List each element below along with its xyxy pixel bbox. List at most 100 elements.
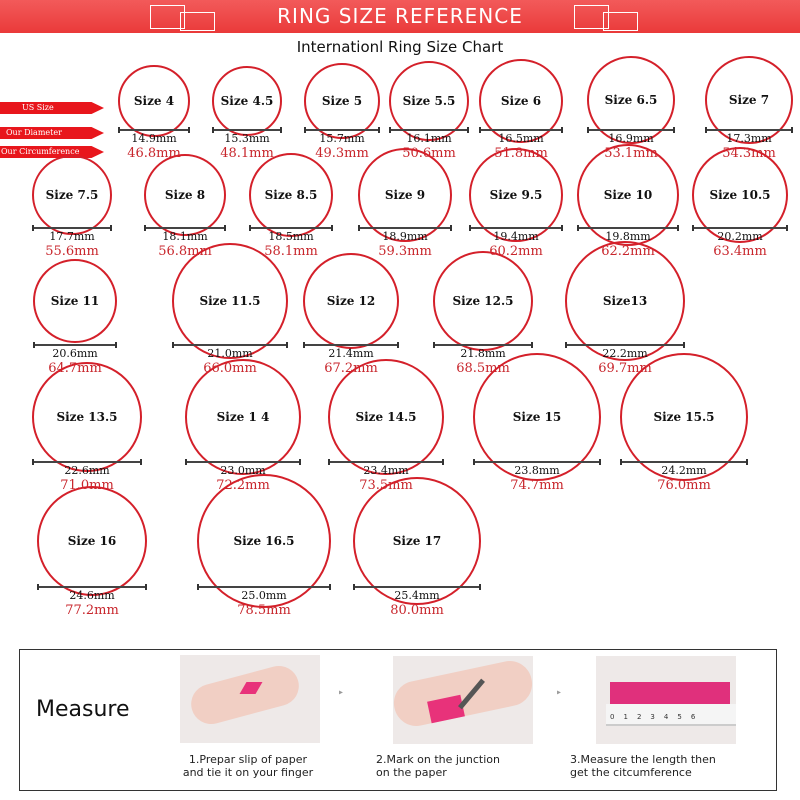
diameter-line xyxy=(620,459,748,465)
ring-size-label: Size 16 xyxy=(67,534,117,548)
ring-circle: Size 16.5 xyxy=(197,474,331,608)
ring-size-label: Size 9.5 xyxy=(489,188,543,202)
ruler-tick-label: 0 xyxy=(610,713,615,721)
circumference-value: 80.0mm xyxy=(390,603,444,618)
ring-size-label: Size 13.5 xyxy=(56,410,118,424)
ring-size-label: Size 8.5 xyxy=(264,188,318,202)
ring-size-label: Size 15.5 xyxy=(653,410,715,424)
ring-circle: Size 12 xyxy=(303,253,399,349)
diameter-value: 23.4mm xyxy=(363,464,409,477)
diameter-value: 16.9mm xyxy=(608,132,654,145)
ring-circle: Size 4 xyxy=(118,65,190,137)
ruler-tick-label: 6 xyxy=(690,713,696,721)
ruler-tick-label: 1 xyxy=(623,713,628,721)
ring-size-label: Size13 xyxy=(602,294,648,308)
ring-circle: Size 5 xyxy=(304,63,380,139)
ring-size-label: Size 1 4 xyxy=(216,410,270,424)
chart-subtitle: Internationl Ring Size Chart xyxy=(296,38,504,56)
ring-size-label: Size 12 xyxy=(326,294,376,308)
arrow-icon: ▸ xyxy=(556,687,563,698)
decor-square xyxy=(574,5,609,29)
step2-caption: 2.Mark on the junction on the paper xyxy=(376,753,500,779)
ring-size-label: Size 10 xyxy=(603,188,653,202)
diameter-value: 21.0mm xyxy=(207,347,253,360)
ring-circle: Size 14.5 xyxy=(328,359,444,475)
ring-circle: Size 5.5 xyxy=(389,61,469,141)
diameter-line xyxy=(587,127,675,133)
ring-size-label: Size 5.5 xyxy=(402,94,456,108)
ring-circle: Size13 xyxy=(565,241,685,361)
circumference-value: 58.1mm xyxy=(264,244,318,259)
diameter-value: 19.8mm xyxy=(605,230,651,243)
ring-circle: Size 4.5 xyxy=(212,66,282,136)
ring-size-label: Size 14.5 xyxy=(355,410,417,424)
diameter-line xyxy=(389,127,469,133)
diameter-value: 24.2mm xyxy=(661,464,707,477)
step1-photo xyxy=(180,655,320,743)
diameter-value: 18.5mm xyxy=(268,230,314,243)
circumference-value: 77.2mm xyxy=(65,603,119,618)
ring-circle: Size 16 xyxy=(37,486,147,596)
ruler-tick-label: 4 xyxy=(663,713,669,721)
ring-circle: Size 15 xyxy=(473,353,601,481)
circumference-value: 74.7mm xyxy=(510,478,564,493)
diameter-value: 14.9mm xyxy=(131,132,177,145)
diameter-line xyxy=(328,459,444,465)
circumference-value: 63.4mm xyxy=(713,244,767,259)
ruler-tick-label: 3 xyxy=(650,713,655,721)
banner-title: RING SIZE REFERENCE xyxy=(277,4,523,28)
diameter-value: 21.4mm xyxy=(328,347,374,360)
decor-square xyxy=(180,12,215,31)
ring-size-label: Size 5 xyxy=(321,94,363,108)
diameter-value: 21.8mm xyxy=(460,347,506,360)
diameter-value: 23.8mm xyxy=(514,464,560,477)
diameter-line xyxy=(32,225,112,231)
diameter-line xyxy=(565,342,685,348)
ring-circle: Size 13.5 xyxy=(32,362,142,472)
diameter-line xyxy=(358,225,452,231)
ring-circle: Size 11.5 xyxy=(172,243,288,359)
diameter-line xyxy=(469,225,563,231)
ring-size-label: Size 6.5 xyxy=(604,93,658,107)
diameter-value: 15.7mm xyxy=(319,132,365,145)
circumference-value: 78.5mm xyxy=(237,603,291,618)
ring-size-label: Size 8 xyxy=(164,188,206,202)
ring-size-label: Size 10.5 xyxy=(709,188,771,202)
ring-size-label: Size 4 xyxy=(133,94,175,108)
diameter-line xyxy=(705,127,793,133)
diameter-line xyxy=(433,342,533,348)
measure-panel xyxy=(19,649,777,791)
diameter-line xyxy=(303,342,399,348)
circumference-value: 59.3mm xyxy=(378,244,432,259)
diameter-value: 20.2mm xyxy=(717,230,763,243)
diameter-line xyxy=(473,459,601,465)
ruler-tick-label: 5 xyxy=(677,713,682,721)
ring-size-label: Size 9 xyxy=(384,188,426,202)
ring-size-label: Size 7.5 xyxy=(45,188,99,202)
circumference-value: 76.0mm xyxy=(657,478,711,493)
ring-size-label: Size 16.5 xyxy=(233,534,295,548)
ring-size-label: Size 11 xyxy=(50,294,100,308)
diameter-value: 18.1mm xyxy=(162,230,208,243)
diameter-line xyxy=(304,127,380,133)
diameter-value: 16.1mm xyxy=(406,132,452,145)
circumference-value: 49.3mm xyxy=(315,146,369,161)
ring-circle: Size 8 xyxy=(144,154,226,236)
legend-us-size: US Size xyxy=(0,102,104,114)
ring-circle: Size 11 xyxy=(33,259,117,343)
ring-size-label: Size 6 xyxy=(500,94,542,108)
circumference-value: 55.6mm xyxy=(45,244,99,259)
ring-circle: Size 1 4 xyxy=(185,359,301,475)
step1-caption: 1.Prepar slip of paper and tie it on your… xyxy=(182,753,314,779)
diameter-line xyxy=(197,584,331,590)
legend-diameter: Our Diameter xyxy=(0,127,104,139)
diameter-value: 19.4mm xyxy=(493,230,539,243)
step3-caption: 3.Measure the length then get the citcumf… xyxy=(570,753,716,779)
diameter-value: 25.4mm xyxy=(394,589,440,602)
arrow-icon: ▸ xyxy=(338,687,345,698)
ring-circle: Size 6 xyxy=(479,59,563,143)
decor-square xyxy=(603,12,638,31)
diameter-value: 23.0mm xyxy=(220,464,266,477)
ring-circle: Size 7.5 xyxy=(32,155,112,235)
ring-size-label: Size 7 xyxy=(728,93,770,107)
